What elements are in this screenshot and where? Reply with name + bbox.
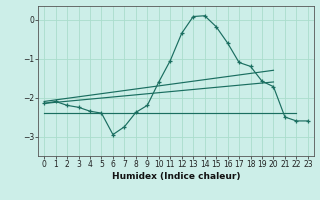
X-axis label: Humidex (Indice chaleur): Humidex (Indice chaleur): [112, 172, 240, 181]
